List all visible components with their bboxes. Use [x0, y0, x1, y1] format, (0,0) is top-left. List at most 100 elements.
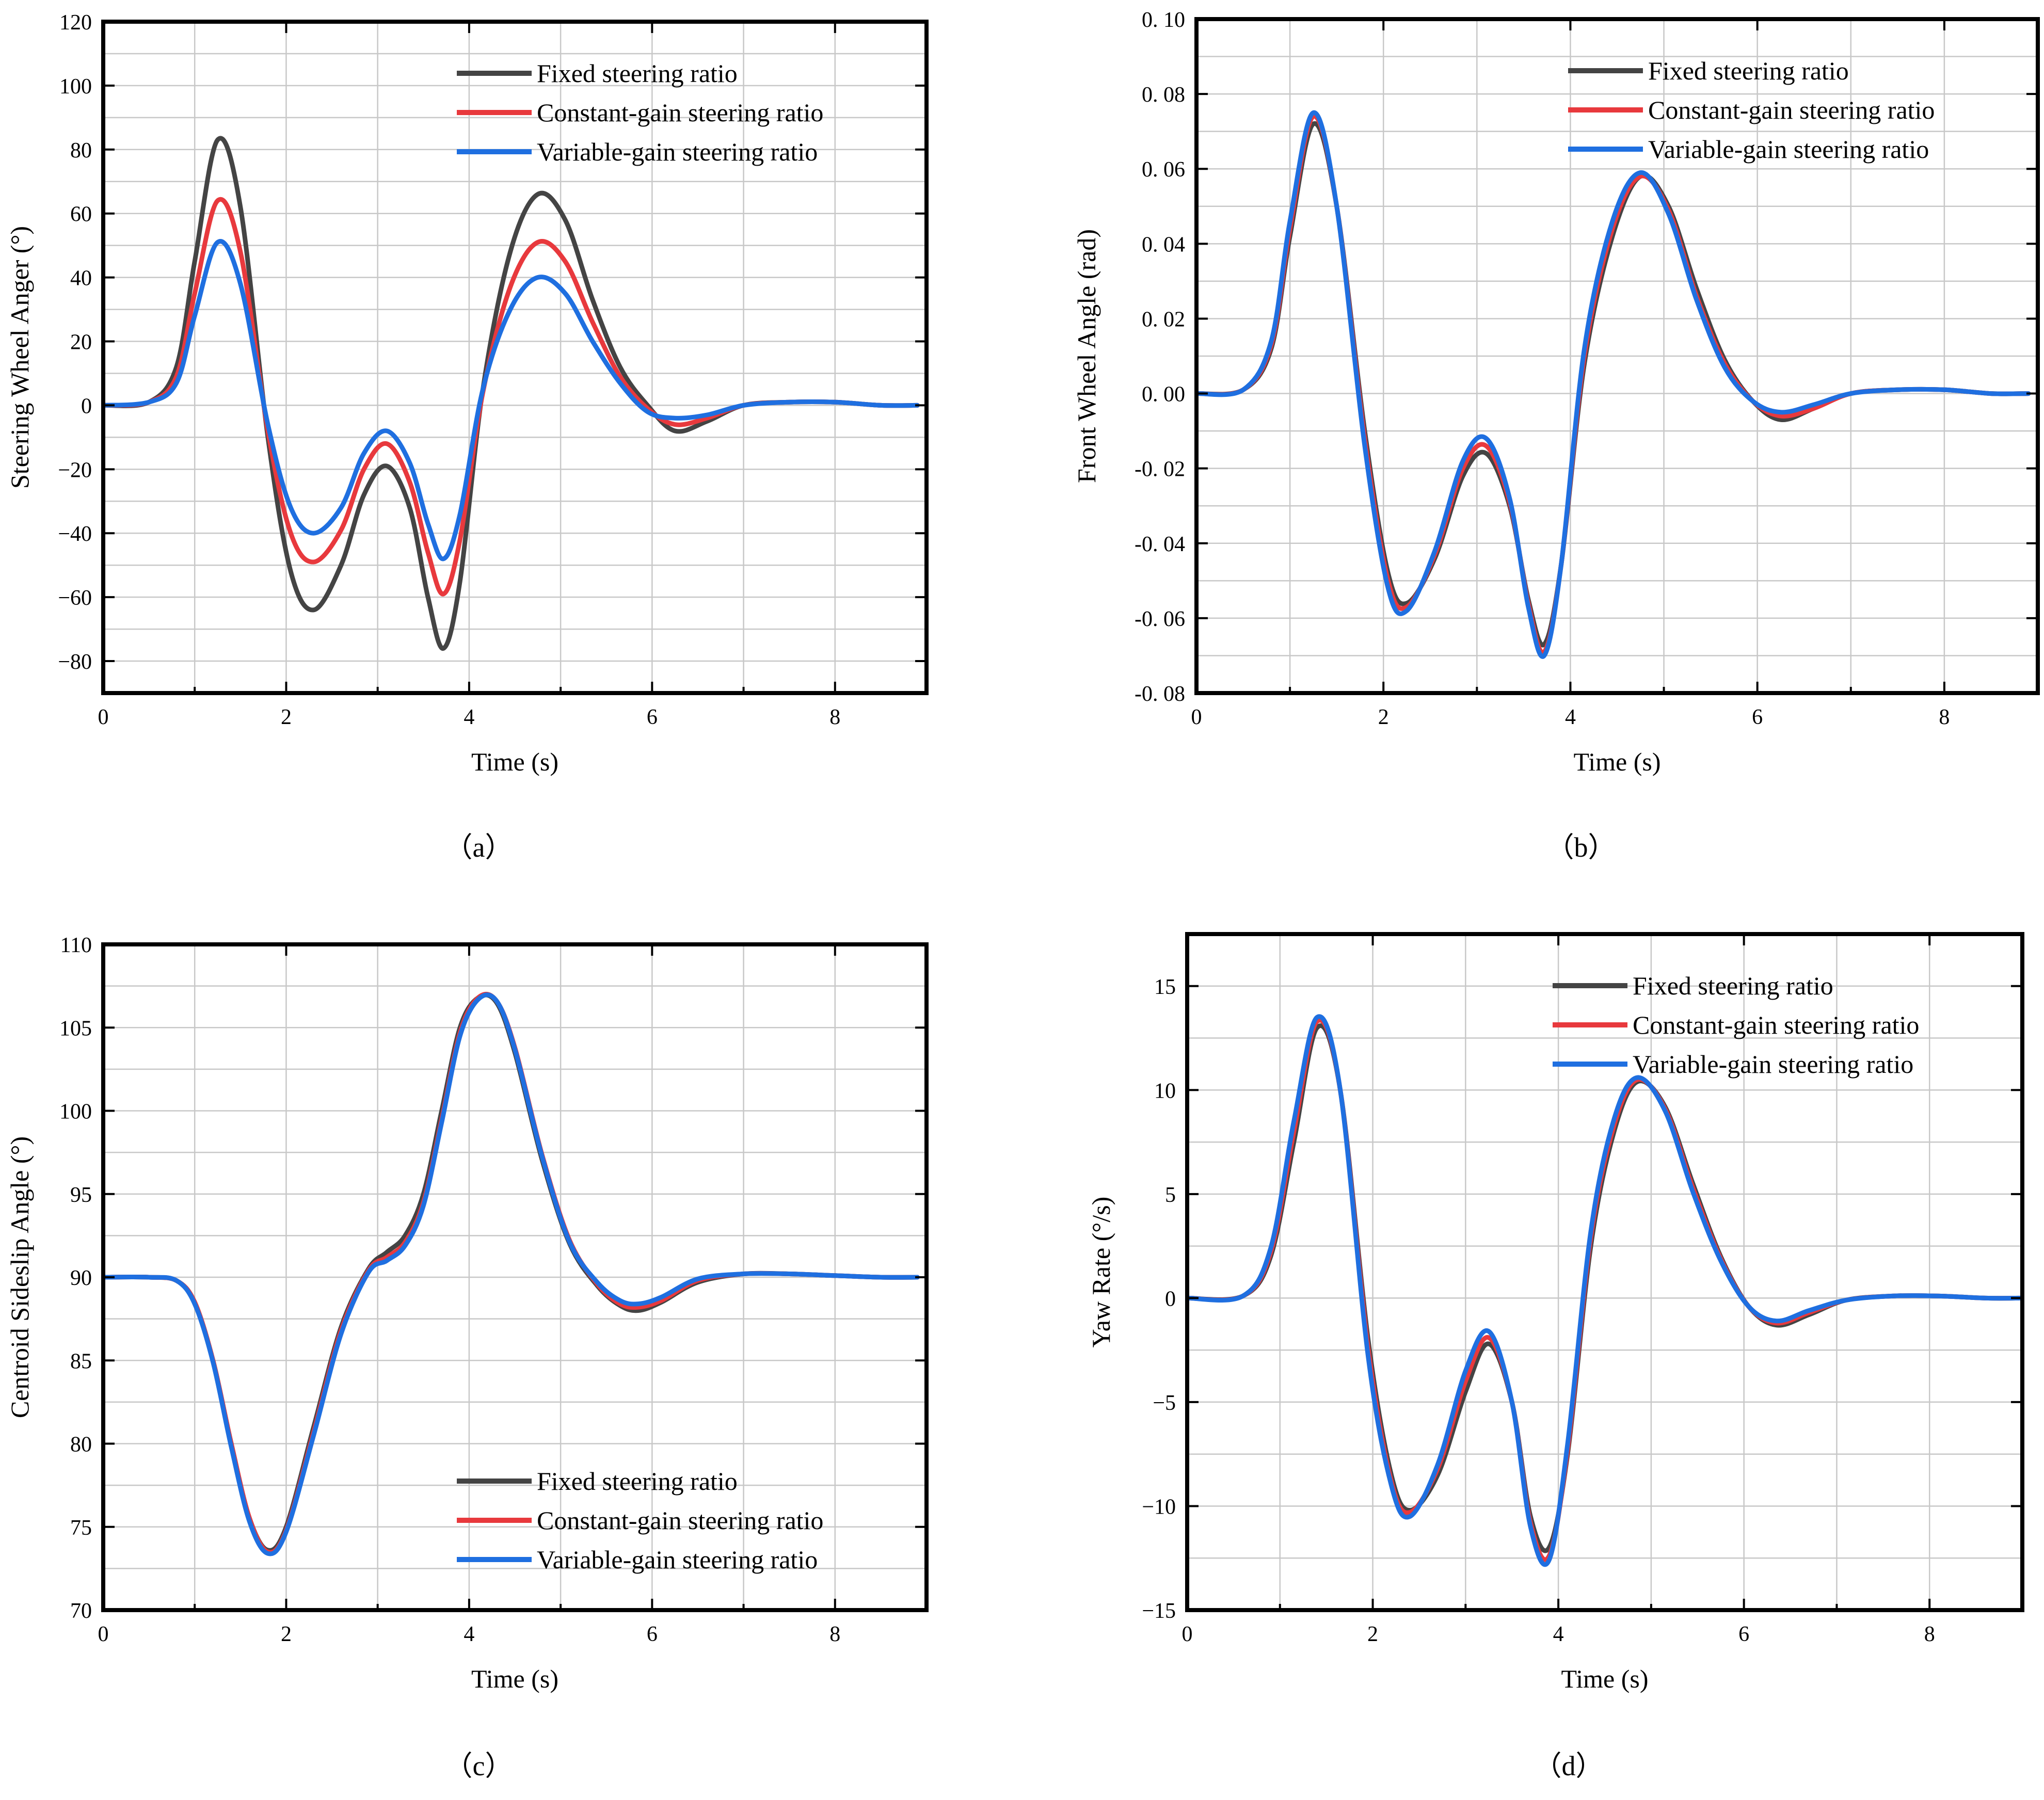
y-tick-label: 0. 04	[1142, 233, 1185, 256]
legend-label: Fixed steering ratio	[1648, 56, 1849, 85]
panel-caption: （b）	[1546, 832, 1616, 863]
series-line-constant	[103, 197, 920, 597]
x-tick-label: 8	[829, 1622, 840, 1646]
series-line-constant	[1196, 114, 2031, 655]
y-tick-label: 90	[70, 1266, 92, 1290]
x-tick-label: 0	[98, 1622, 109, 1646]
legend-label: Constant-gain steering ratio	[1633, 1010, 1919, 1039]
legend: Fixed steering ratio Constant-gain steeri…	[1553, 971, 1919, 1079]
y-tick-label: 10	[1154, 1079, 1176, 1103]
series-line-variable	[103, 992, 920, 1556]
legend-label: Variable-gain steering ratio	[537, 137, 818, 166]
x-axis-label: Time (s)	[1561, 1664, 1648, 1693]
y-tick-label: 70	[70, 1599, 92, 1623]
y-axis-label: Steering Wheel Anger (°)	[5, 226, 34, 489]
legend-label: Fixed steering ratio	[537, 1467, 738, 1496]
panel-caption: （d）	[1534, 1750, 1604, 1781]
plot-frame	[101, 20, 929, 695]
y-tick-label: 20	[70, 331, 92, 355]
y-tick-label: −60	[58, 586, 92, 610]
y-tick-label: 85	[70, 1349, 92, 1373]
y-tick-label: −80	[58, 650, 92, 674]
legend-label: Variable-gain steering ratio	[1648, 135, 1929, 164]
x-axis-label: Time (s)	[471, 1664, 558, 1693]
y-tick-label: -0. 02	[1135, 458, 1185, 481]
y-tick-label: 80	[70, 1433, 92, 1457]
plot-frame	[1194, 17, 2040, 695]
x-axis-label: Time (s)	[471, 747, 558, 776]
x-tick-label: 6	[1752, 705, 1763, 729]
x-tick-label: 2	[281, 705, 292, 729]
legend-label: Fixed steering ratio	[537, 59, 738, 88]
legend-label: Fixed steering ratio	[1633, 971, 1833, 1000]
y-tick-label: 80	[70, 139, 92, 163]
series-line-variable	[1187, 1014, 2022, 1567]
x-tick-label: 2	[1378, 705, 1389, 729]
panel-caption: （a）	[445, 832, 513, 863]
x-tick-label: 2	[281, 1622, 292, 1646]
x-tick-label: 8	[1924, 1622, 1935, 1646]
y-axis-label: Front Wheel Angle (rad)	[1072, 229, 1101, 483]
x-tick-label: 6	[1738, 1622, 1749, 1646]
y-tick-label: 15	[1154, 975, 1176, 999]
x-tick-label: 0	[1191, 705, 1202, 729]
panel-caption: （c）	[445, 1750, 513, 1781]
chart-panel-2: 0 2 4 6 8 70 75 80 85 90 95 100 105 110 Time (s) Centro…	[5, 934, 929, 1781]
y-tick-label: 95	[70, 1183, 92, 1207]
legend: Fixed steering ratio Constant-gain steeri…	[457, 59, 823, 166]
y-tick-label: 60	[70, 203, 92, 227]
y-tick-label: 100	[59, 1100, 92, 1124]
series-line-variable	[1196, 110, 2031, 659]
x-tick-label: 4	[464, 1622, 474, 1646]
y-tick-label: 5	[1165, 1183, 1176, 1207]
x-tick-label: 0	[98, 705, 109, 729]
y-tick-label: 100	[59, 75, 92, 99]
legend-label: Variable-gain steering ratio	[537, 1545, 818, 1574]
y-tick-label: -0. 04	[1135, 533, 1185, 556]
series-line-variable	[103, 239, 920, 561]
y-tick-label: −40	[58, 522, 92, 546]
y-tick-label: -0. 06	[1135, 607, 1185, 631]
series-line-fixed	[1196, 121, 2031, 648]
y-tick-label: 0	[1165, 1287, 1176, 1311]
y-axis-label: Yaw Rate (°/s)	[1087, 1197, 1115, 1348]
y-tick-label: −15	[1142, 1599, 1176, 1623]
y-tick-label: −20	[58, 458, 92, 482]
chart-panel-1: 0 2 4 6 8 -0. 08 -0. 06 -0. 04 -0. 02 0. 00 0. 02 0…	[1072, 8, 2040, 863]
y-tick-label: 0. 06	[1142, 158, 1185, 182]
y-tick-label: 110	[60, 934, 92, 957]
y-tick-label: 40	[70, 267, 92, 291]
chart-panel-0: 0 2 4 6 8 −80 −60 −40 −20 0 20 40 60 80 100 120 Time (s)…	[5, 11, 929, 863]
legend-label: Constant-gain steering ratio	[537, 1506, 823, 1535]
y-tick-label: 75	[70, 1516, 92, 1540]
plot-frame	[1185, 932, 2024, 1612]
x-axis-label: Time (s)	[1573, 747, 1660, 776]
x-tick-label: 8	[1939, 705, 1950, 729]
x-tick-label: 4	[1553, 1622, 1564, 1646]
y-tick-label: 0. 10	[1142, 8, 1185, 32]
y-tick-label: 120	[59, 11, 92, 35]
legend-label: Variable-gain steering ratio	[1633, 1050, 1913, 1079]
y-tick-label: 0. 08	[1142, 83, 1185, 107]
x-tick-label: 2	[1367, 1622, 1378, 1646]
legend: Fixed steering ratio Constant-gain steeri…	[1568, 56, 1935, 164]
y-axis-label: Centroid Sideslip Angle (°)	[5, 1136, 34, 1418]
series-line-constant	[1187, 1018, 2022, 1562]
y-tick-label: 0. 02	[1142, 308, 1185, 331]
chart-panel-3: 0 2 4 6 8 −15 −10 −5 0 5 10 15 Time (s) Yaw Rate (°/s…	[1087, 932, 2024, 1781]
y-tick-label: −5	[1153, 1391, 1176, 1415]
legend-label: Constant-gain steering ratio	[1648, 95, 1935, 124]
y-tick-label: 0. 00	[1142, 383, 1185, 407]
y-tick-label: −10	[1142, 1495, 1176, 1519]
x-tick-label: 8	[829, 705, 840, 729]
x-tick-label: 4	[464, 705, 474, 729]
x-tick-label: 4	[1565, 705, 1576, 729]
x-tick-label: 0	[1182, 1622, 1193, 1646]
series-line-fixed	[103, 136, 920, 651]
legend-label: Constant-gain steering ratio	[537, 98, 823, 127]
y-tick-label: 105	[59, 1017, 92, 1040]
x-tick-label: 6	[647, 1622, 658, 1646]
series-line-fixed	[1187, 1023, 2022, 1553]
